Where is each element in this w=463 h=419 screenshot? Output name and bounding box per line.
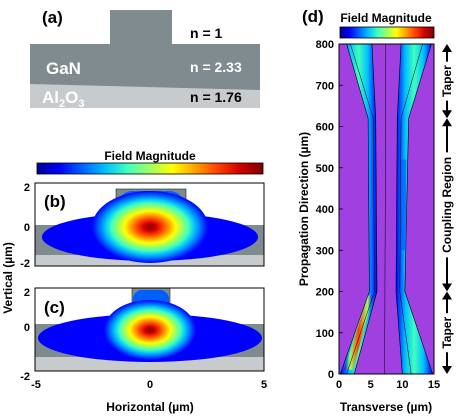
colorbar-d-bar (339, 26, 435, 39)
ylabel-d: Propagation Direction (µm) (297, 132, 311, 286)
n-gan-label: n = 2.33 (190, 59, 242, 75)
region-label-bg (440, 61, 454, 101)
al2o3-sub2: 3 (78, 98, 84, 110)
region-arrow-head-down (442, 283, 452, 292)
ytick-c-2: -2 (20, 371, 30, 383)
panel-label-b: (b) (44, 192, 66, 211)
al2o3-taper (30, 82, 260, 90)
ytick-d: 300 (316, 245, 334, 257)
waveguide-channels (339, 44, 434, 374)
panel-c-sapphire (35, 357, 264, 371)
region-label-bg (440, 152, 454, 258)
ytick-d: 200 (316, 287, 334, 299)
panel-d-xticks: 0 5 10 15 (336, 379, 440, 391)
region-arrows: Taper Coupling Region Taper (440, 44, 454, 374)
region-arrow-head-down (442, 366, 452, 374)
panel-c: (c) 2 0 -2 -5 0 5 (20, 287, 267, 391)
ytick-d: 700 (316, 80, 334, 92)
waveguide-edge-line (346, 44, 375, 374)
xtick-c-1: 0 (147, 379, 153, 391)
colorbar-bc-bar (36, 162, 264, 175)
ytick-d: 500 (316, 163, 334, 175)
ytick-b-0: 2 (24, 182, 30, 194)
waveguide-edge-line (399, 44, 423, 374)
panel-label-c: (c) (44, 298, 65, 317)
left-taper-hotspot (344, 295, 374, 370)
xtick-c-2: 5 (261, 379, 267, 391)
ytick-d: 600 (316, 122, 334, 134)
region-label: Taper (440, 65, 454, 97)
ytick-c-0: 2 (24, 287, 30, 299)
n-air-label: n = 1 (190, 25, 223, 41)
region-arrow-head-down (442, 110, 452, 119)
ytick-d: 800 (316, 39, 334, 51)
region-arrow-head-up (442, 291, 452, 300)
xtick-c-0: -5 (31, 379, 41, 391)
panel-d: (d) Field Magnitude 80070060050040030020… (297, 7, 454, 414)
panel-label-d: (d) (302, 7, 324, 26)
ytick-d: 100 (316, 328, 334, 340)
region-arrow-head-up (442, 44, 452, 52)
panel-c-field (38, 290, 262, 362)
region-label: Coupling Region (440, 157, 454, 253)
panel-d-plot (339, 44, 434, 374)
ytick-d: 0 (328, 369, 334, 381)
ytick-b-2: -2 (20, 258, 30, 270)
xlabel-d: Transverse (µm) (340, 400, 432, 414)
xtick-d: 10 (396, 379, 408, 391)
panel-label-a: (a) (42, 8, 63, 27)
al2o3-label: Al2O3 (42, 88, 84, 110)
panel-c-frame (34, 287, 265, 372)
ytick-b-1: 0 (24, 222, 30, 234)
colorbar-d-title: Field Magnitude (340, 11, 432, 25)
al2o3-base: Al (42, 88, 59, 107)
panel-a: (a) n = 1 GaN n = 2.33 Al2O3 n = 1.76 (30, 8, 260, 110)
al2o3-sub1: 2 (59, 98, 65, 110)
ylabel-bc: Vertical (µm) (1, 242, 15, 314)
colorbar-bc: Field Magnitude (36, 149, 264, 175)
xtick-d: 15 (428, 379, 440, 391)
right-waveguide-channel (395, 44, 434, 374)
right-coupling-intensity (399, 159, 407, 251)
region-label: Taper (440, 317, 454, 349)
panel-b-plot (35, 183, 264, 266)
region-arrow-head-up (442, 118, 452, 127)
panel-b: (b) 2 0 -2 (20, 182, 265, 270)
gan-ridge (110, 10, 172, 44)
panel-d-background (339, 44, 434, 374)
ytick-d: 400 (316, 204, 334, 216)
panel-b-field (42, 191, 258, 263)
n-al2o3-label: n = 1.76 (190, 89, 242, 105)
field-c-core (104, 300, 196, 360)
xtick-d: 0 (336, 379, 342, 391)
gan-layer (30, 44, 260, 82)
gan-label: GaN (46, 59, 81, 78)
xlabel-bc: Horizontal (µm) (106, 400, 194, 414)
panel-d-yticks: 800 700 600 500 400 300 200 100 0 (316, 39, 343, 381)
left-waveguide-channel (339, 44, 378, 374)
region-label-bg (440, 313, 454, 353)
panel-b-frame (34, 182, 265, 267)
xtick-d: 5 (368, 379, 374, 391)
panel-c-plot (35, 288, 264, 371)
colorbar-bc-title: Field Magnitude (104, 149, 196, 163)
waveguide-edge-line (384, 44, 387, 374)
ytick-c-1: 0 (24, 322, 30, 334)
field-b-core (92, 191, 208, 263)
al2o3-mid: O (65, 88, 78, 107)
